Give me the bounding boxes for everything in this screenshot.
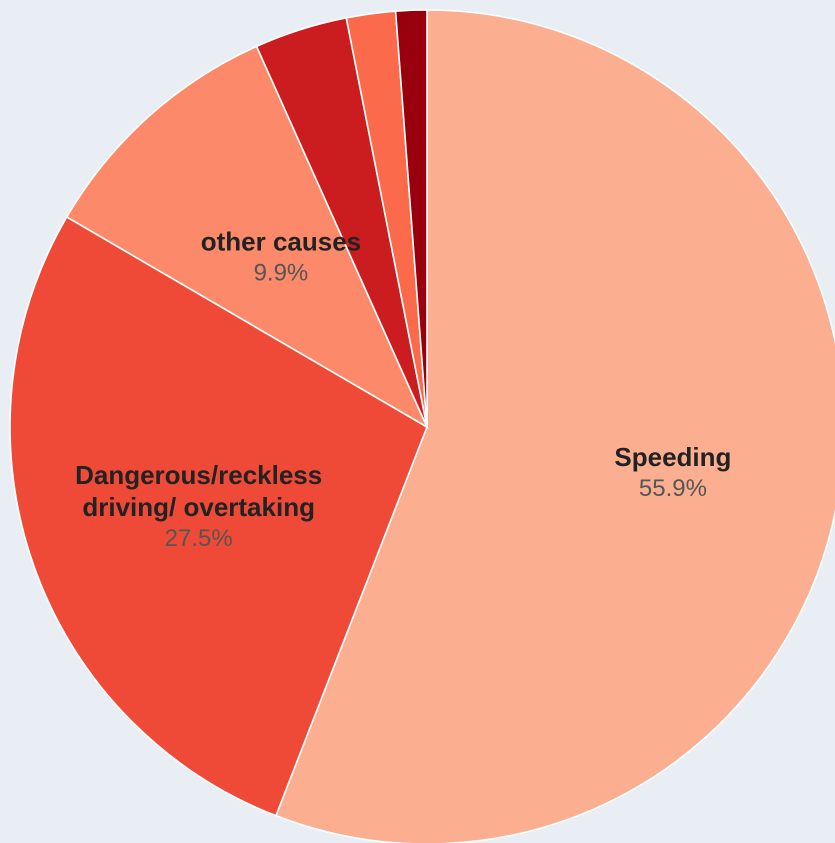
slice-label: driving/ overtaking [82, 492, 315, 522]
pie-slice-1 [274, 9, 835, 843]
slice-value-label: 55.9% [639, 475, 707, 502]
slice-label: other causes [201, 226, 361, 256]
slice-label: Speeding [614, 442, 731, 472]
pie-slice-6 [394, 9, 428, 428]
slice-label: Dangerous/reckless [75, 460, 322, 490]
slice-value-label: 27.5% [165, 525, 233, 552]
pie-slices [9, 9, 835, 843]
pie-slice-3 [65, 45, 429, 429]
slice-label-group-3: other causes 9.9% [201, 226, 361, 286]
slice-label-group-1: Speeding 55.9% [614, 442, 731, 502]
slice-value-label: 9.9% [254, 259, 309, 286]
pie-labels: Speeding 55.9% Dangerous/recklessdriving/ … [75, 226, 731, 551]
